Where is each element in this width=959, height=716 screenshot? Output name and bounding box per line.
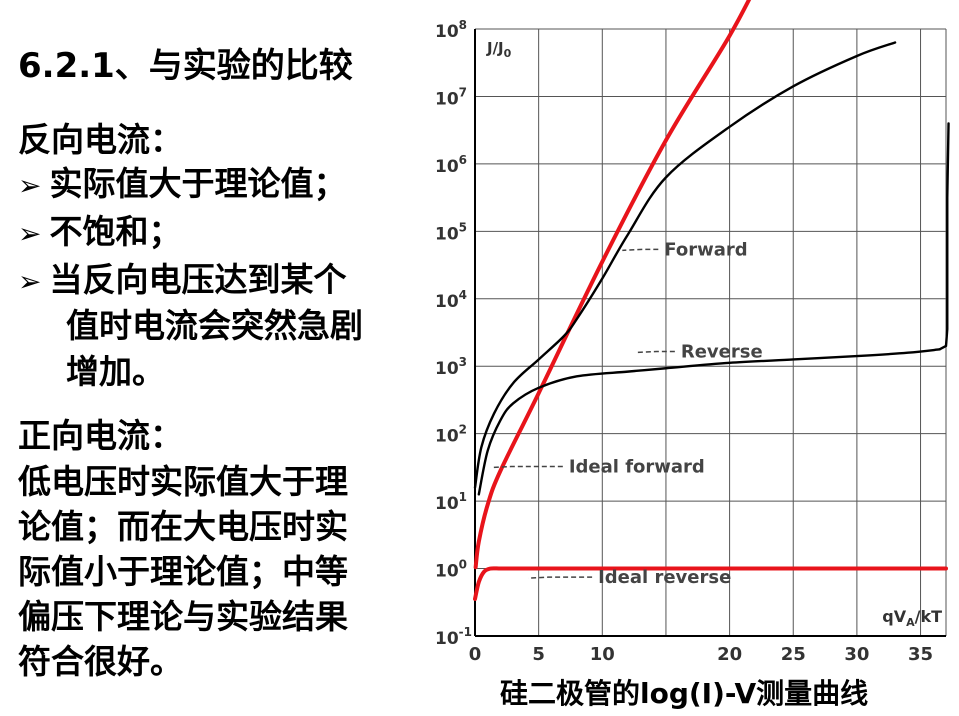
y-tick-label: 102: [435, 423, 467, 447]
x-tick-label: 0: [469, 644, 482, 665]
annotation-leader: [636, 350, 675, 354]
x-tick-label: 5: [532, 644, 545, 665]
annotation-leader: [490, 465, 563, 469]
x-tick-label: 10: [590, 644, 615, 665]
series-line-forward: [473, 41, 897, 489]
bullet-arrow-icon: ➢: [18, 169, 42, 202]
annotation-label: Ideal forward: [569, 457, 705, 478]
x-tick-label: 35: [908, 644, 933, 665]
reverse-bullet-3: ➢ 当反向电压达到某个: [18, 258, 346, 303]
chart-caption: 硅二极管的log(I)-V测量曲线: [500, 677, 869, 710]
forward-line-1: 低电压时实际值大于理: [18, 462, 348, 501]
annotation-label: Reverse: [681, 341, 763, 362]
bullet-text: 实际值大于理论值；: [49, 164, 347, 203]
bullet-arrow-icon: ➢: [18, 265, 42, 298]
forward-line-3: 际值小于理论值；中等: [18, 552, 348, 591]
y-tick-label: 107: [435, 85, 467, 109]
series-line-reverse: [477, 348, 941, 496]
reverse-heading: 反向电流：: [18, 120, 183, 159]
annotation-leader: [528, 576, 593, 579]
series-line-ideal-forward: [473, 0, 752, 570]
bullet-text: 当反向电压达到某个: [49, 260, 347, 299]
annotation-label: Ideal reverse: [598, 567, 731, 588]
forward-heading: 正向电流：: [18, 416, 183, 455]
annotation-leader: [622, 248, 659, 252]
reverse-bullet-2: ➢ 不饱和；: [18, 210, 181, 255]
annotation-label: Forward: [664, 239, 747, 260]
forward-line-2: 论值；而在大电压时实: [18, 507, 348, 546]
y-tick-label: 100: [435, 558, 467, 582]
forward-line-4: 偏压下理论与实验结果: [18, 597, 348, 636]
y-tick-label: 103: [435, 355, 467, 379]
forward-line-5: 符合很好。: [18, 642, 183, 681]
series-line-breakdown: [938, 122, 950, 351]
x-tick-label: 30: [844, 644, 869, 665]
bullet-arrow-icon: ➢: [18, 217, 42, 250]
y-tick-label: 108: [435, 18, 467, 42]
y-tick-label: 106: [435, 153, 467, 177]
y-tick-label: 105: [435, 220, 467, 244]
y-axis-label: J/J0: [486, 39, 512, 60]
y-tick-label: 10-1: [435, 625, 472, 649]
bullet-text: 不饱和；: [49, 212, 182, 251]
y-tick-label: 101: [435, 490, 467, 514]
page-title: 6.2.1、与实验的比较: [18, 46, 353, 86]
reverse-bullet-3-line-2: 值时电流会突然急剧: [66, 306, 363, 345]
x-axis-label: qVA/kT: [882, 607, 942, 629]
y-tick-label: 104: [435, 288, 467, 312]
reverse-bullet-3-line-3: 增加。: [66, 352, 165, 391]
x-tick-label: 25: [781, 644, 806, 665]
x-tick-label: 20: [717, 644, 742, 665]
reverse-bullet-1: ➢ 实际值大于理论值；: [18, 162, 346, 207]
series-line-ideal-reverse: [473, 566, 948, 601]
